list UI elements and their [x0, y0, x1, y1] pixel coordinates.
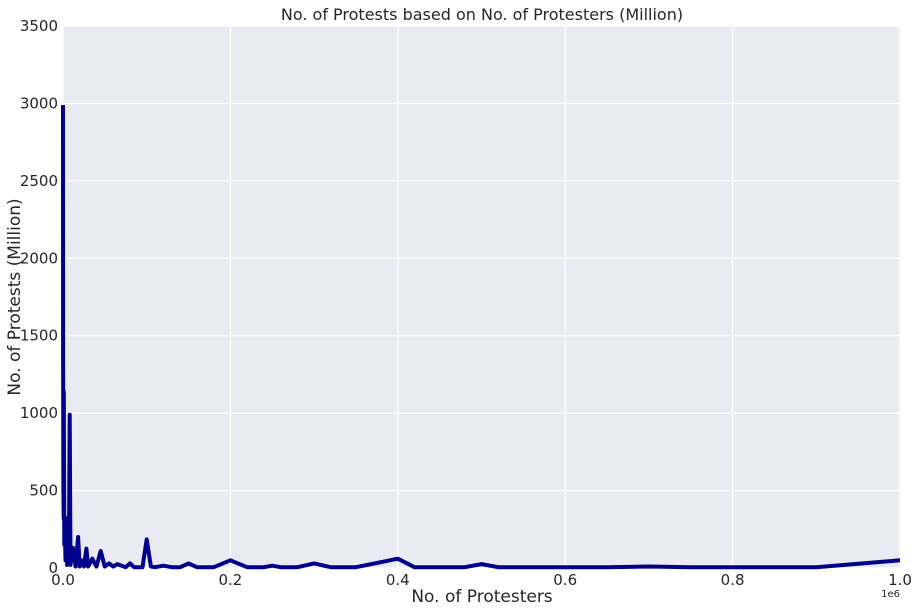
y-tick-label: 3500	[20, 17, 58, 35]
x-tick-label: 0.2	[218, 571, 242, 589]
x-tick-label: 1.0	[888, 571, 912, 589]
x-tick-label: 0.4	[386, 571, 410, 589]
x-offset-label: 1e6	[881, 589, 900, 600]
y-axis-ticks: 0 500 1000 1500 2000 2500 3000 3500	[20, 17, 58, 577]
x-axis-ticks: 0.0 0.2 0.4 0.6 0.8 1.0	[51, 571, 912, 589]
x-tick-label: 0.0	[51, 571, 75, 589]
y-tick-label: 3000	[20, 94, 58, 112]
plot-background	[63, 26, 900, 568]
grid-lines	[62, 25, 901, 569]
y-tick-label: 500	[29, 482, 58, 500]
y-tick-label: 1000	[20, 404, 58, 422]
x-tick-label: 0.6	[553, 571, 577, 589]
chart-title: No. of Protests based on No. of Proteste…	[281, 5, 683, 24]
y-tick-label: 2500	[20, 172, 58, 190]
y-tick-label: 0	[48, 559, 58, 577]
y-tick-label: 1500	[20, 327, 58, 345]
x-axis-label: No. of Protesters	[411, 587, 552, 607]
y-axis-label: No. of Protests (Million)	[5, 198, 25, 395]
series-line	[61, 104, 901, 570]
y-tick-label: 2000	[20, 249, 58, 267]
x-tick-label: 0.8	[721, 571, 745, 589]
